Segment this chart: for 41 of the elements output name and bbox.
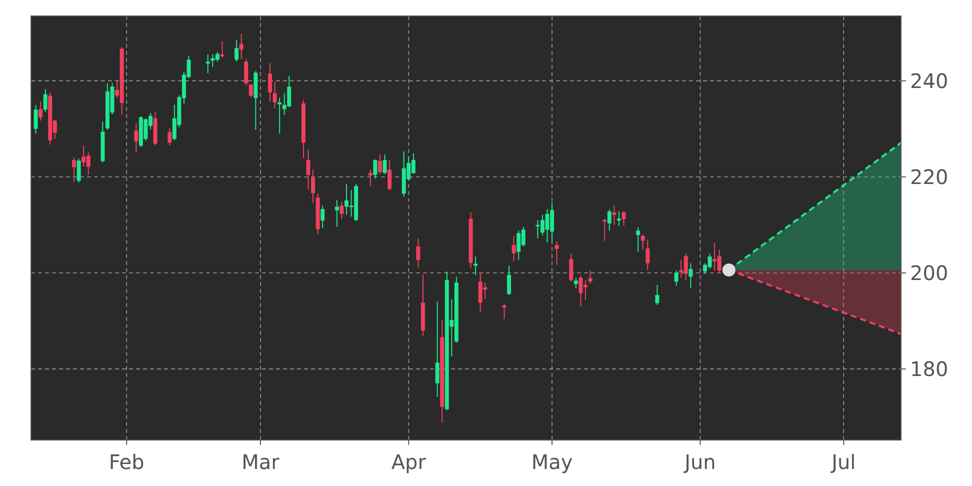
- candlestick: [248, 83, 253, 98]
- candlestick: [502, 304, 506, 320]
- candlestick: [239, 33, 244, 60]
- candlestick: [507, 265, 512, 296]
- candlestick: [655, 284, 660, 306]
- candlestick: [38, 100, 43, 122]
- candlestick: [234, 40, 239, 62]
- candlestick: [569, 253, 574, 282]
- candlestick: [616, 210, 621, 226]
- candlestick: [622, 210, 626, 226]
- candlestick: [588, 270, 592, 284]
- candlestick: [554, 241, 559, 266]
- candlestick: [612, 205, 616, 226]
- y-tick-label: 200: [910, 260, 948, 285]
- x-tick-label: Mar: [242, 450, 280, 474]
- candlestick: [206, 54, 210, 74]
- y-tick-label: 240: [910, 68, 948, 93]
- candlestick: [43, 88, 48, 113]
- candlestick: [244, 58, 248, 86]
- candlestick: [168, 128, 172, 146]
- candlestick: [602, 218, 607, 242]
- x-tick-label: May: [531, 450, 573, 474]
- candlestick: [640, 234, 645, 250]
- candlestick: [574, 277, 578, 289]
- candlestick: [646, 239, 650, 271]
- candlestick: [220, 40, 224, 58]
- candlestick: [34, 104, 38, 134]
- x-tick-label: Feb: [108, 450, 144, 474]
- candlestick: [72, 157, 76, 182]
- x-tick-label: Apr: [391, 450, 427, 474]
- x-tick-label: Jun: [682, 450, 716, 474]
- y-tick-label: 220: [910, 164, 948, 189]
- candlestick: [674, 270, 678, 286]
- x-tick-label: Jul: [830, 450, 856, 474]
- candlestick: [512, 235, 516, 262]
- y-tick-label: 180: [910, 356, 948, 381]
- candlestick: [636, 226, 640, 252]
- candlestick: [134, 122, 138, 153]
- candlestick: [688, 262, 693, 289]
- candlestick: [76, 158, 81, 184]
- candlestick: [607, 209, 612, 232]
